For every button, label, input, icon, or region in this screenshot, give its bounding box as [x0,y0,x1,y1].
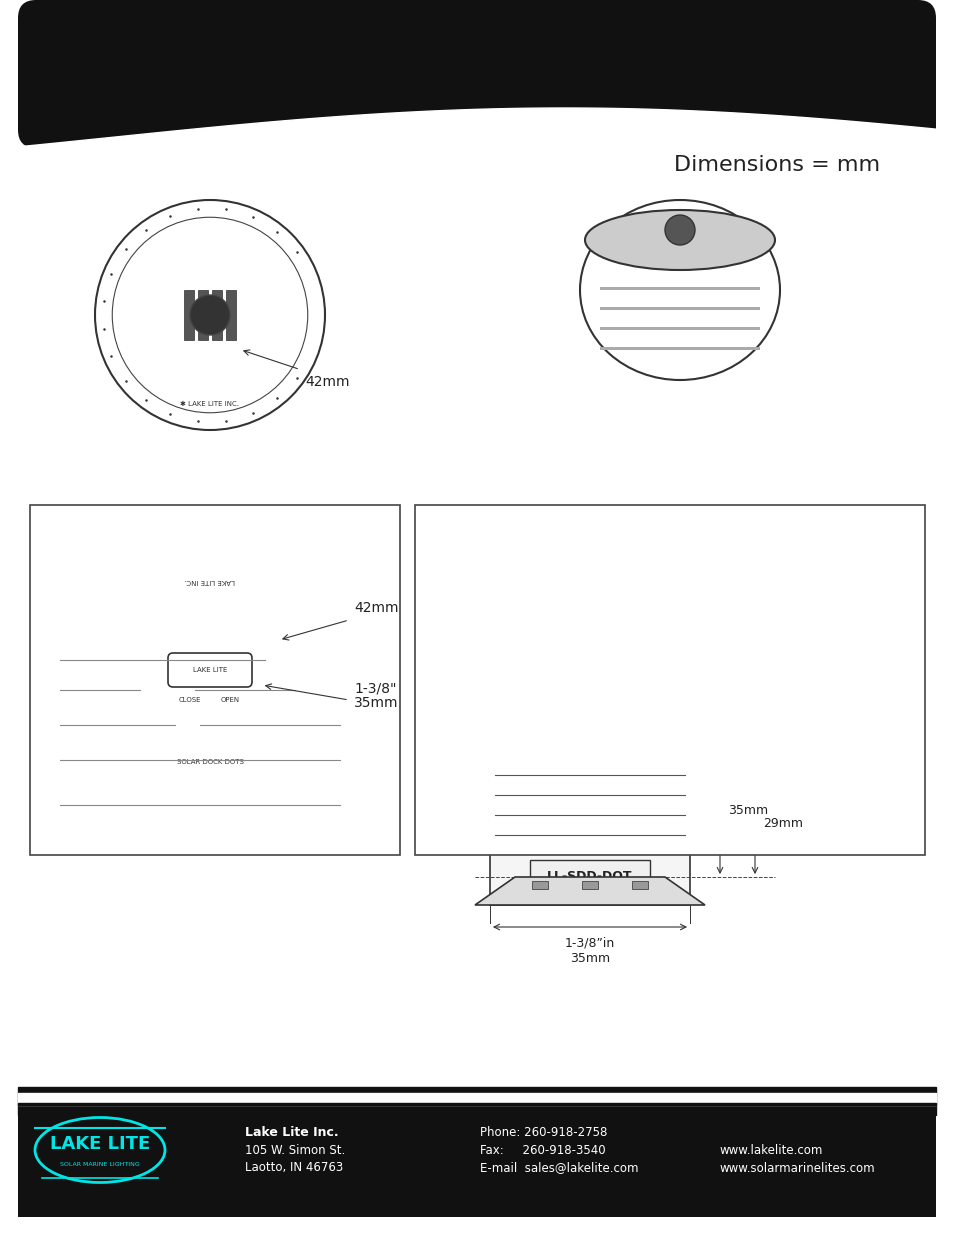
Ellipse shape [584,210,774,270]
Text: SOLAR MARINE LIGHTING: SOLAR MARINE LIGHTING [60,1162,140,1167]
Bar [226,290,235,340]
Text: 1-3/8": 1-3/8" [354,680,396,695]
Text: 29mm: 29mm [762,818,802,830]
Text: Fax:     260-918-3540: Fax: 260-918-3540 [479,1144,605,1156]
Bar [30,505,399,855]
Text: LAKE LITE: LAKE LITE [193,667,227,673]
Text: LL-SDD-DOT: LL-SDD-DOT [547,871,632,883]
Text: LAKE LITE INC.: LAKE LITE INC. [184,578,235,584]
Text: LAKE LITE: LAKE LITE [50,1135,150,1153]
Bar [631,881,647,889]
Text: 42mm: 42mm [305,374,349,389]
Bar [198,290,208,340]
Bar [530,860,649,895]
FancyBboxPatch shape [18,19,935,1216]
Bar [599,347,760,350]
Text: ✱ LAKE LITE INC.: ✱ LAKE LITE INC. [180,400,239,406]
Polygon shape [475,877,704,905]
Text: 1-3/8”in
35mm: 1-3/8”in 35mm [564,937,615,965]
Bar [532,881,547,889]
Text: SOLAR DOCK DOTS: SOLAR DOCK DOTS [176,760,243,764]
Text: Dimensions = mm: Dimensions = mm [673,156,879,175]
Text: Lake Lite Inc.: Lake Lite Inc. [245,1125,338,1139]
Bar [18,1105,935,1216]
Text: CLOSE: CLOSE [178,697,201,703]
Text: Phone: 260-918-2758: Phone: 260-918-2758 [479,1125,607,1139]
Bar [599,287,760,290]
FancyBboxPatch shape [18,0,935,148]
Text: www.lakelite.com: www.lakelite.com [720,1144,822,1156]
Text: www.solarmarinelites.com: www.solarmarinelites.com [720,1161,875,1174]
Text: 42mm: 42mm [354,601,398,615]
Circle shape [664,215,695,245]
Text: E-mail  sales@lakelite.com: E-mail sales@lakelite.com [479,1161,638,1174]
Bar [599,327,760,330]
Text: 105 W. Simon St.: 105 W. Simon St. [245,1144,345,1156]
Circle shape [190,295,230,335]
Bar [212,290,222,340]
Bar [18,1093,935,1105]
Bar [184,290,193,340]
Text: Laotto, IN 46763: Laotto, IN 46763 [245,1161,343,1174]
Bar [18,1103,935,1105]
FancyBboxPatch shape [18,1087,935,1216]
Bar [581,881,598,889]
Bar [18,1087,935,1115]
Text: OPEN: OPEN [220,697,239,703]
Text: 35mm: 35mm [354,697,398,710]
Text: 35mm: 35mm [727,804,767,818]
Bar [490,745,689,905]
Bar [599,308,760,310]
Bar [415,505,924,855]
Polygon shape [18,107,935,153]
FancyBboxPatch shape [168,653,252,687]
